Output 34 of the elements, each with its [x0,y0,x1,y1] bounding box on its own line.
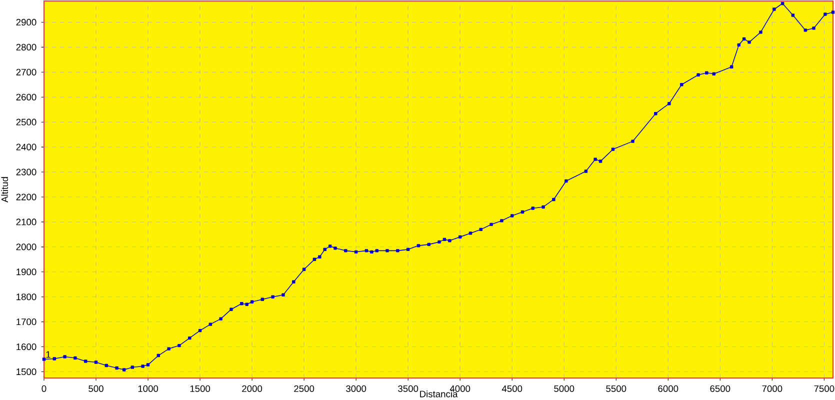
y-tick-label: 1900 [16,268,36,276]
x-tick-label: 4500 [502,385,522,392]
x-tick-label: 1000 [138,385,158,392]
x-tick-label: 2000 [242,385,262,392]
x-tick-label: 500 [88,385,104,392]
y-tick-label: 2400 [16,144,36,150]
y-tick-label: 2800 [16,44,36,50]
x-tick-label: 7000 [762,385,782,392]
x-tick-label: 5500 [606,385,626,392]
x-tick-label: 7500 [814,385,834,392]
y-tick-label: 1600 [16,344,36,350]
y-tick-label: 1700 [16,318,36,326]
x-tick-label: 6500 [710,385,730,392]
y-tick-label: 2700 [16,68,36,76]
y-tick-label: 2200 [16,194,36,200]
y-tick-label: 2000 [16,244,36,250]
y-tick-label: 2100 [16,218,36,226]
annotation: 1 [46,351,50,358]
x-tick-label: 3000 [346,385,366,392]
x-tick-label: 0 [42,385,46,392]
y-tick-label: 2600 [16,94,36,100]
y-tick-label: 2500 [16,118,36,126]
x-tick-label: 4000 [450,385,470,392]
x-axis-title: Distancia [420,390,458,398]
y-tick-label: 1800 [16,294,36,300]
y-tick-label: 2300 [16,168,36,176]
x-tick-label: 6000 [658,385,678,392]
x-tick-label: 2500 [294,385,314,392]
x-tick-label: 1500 [190,385,210,392]
x-tick-label: 5000 [554,385,574,392]
y-tick-label: 2900 [16,18,36,26]
y-tick-label: 1500 [16,368,36,376]
y-axis-title: Altitud [1,177,8,202]
x-tick-label: 3500 [398,385,418,392]
